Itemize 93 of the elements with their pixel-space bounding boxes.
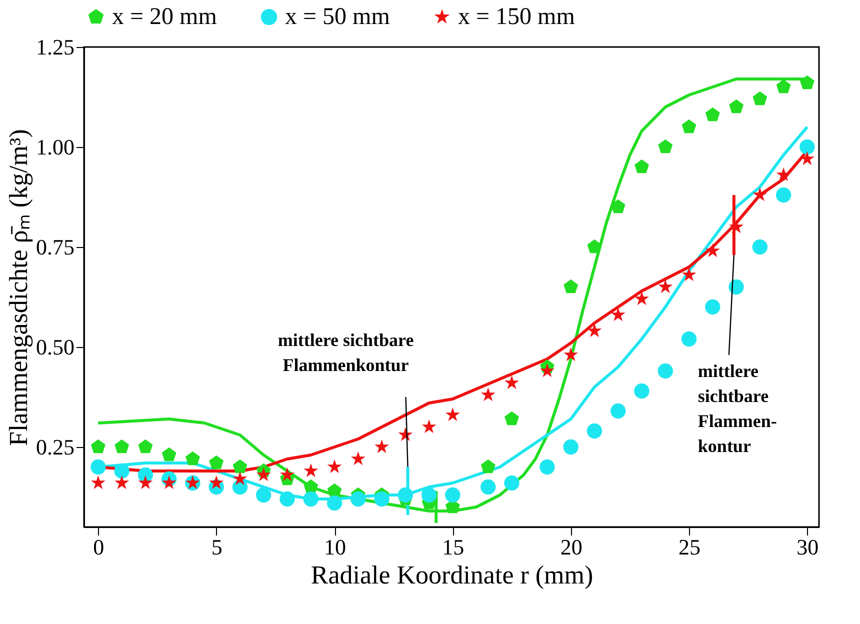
point	[138, 439, 153, 454]
point	[752, 239, 768, 255]
point	[232, 471, 248, 486]
point	[610, 403, 626, 419]
point	[729, 99, 744, 114]
point	[327, 483, 342, 498]
point	[705, 107, 720, 122]
y-tick-label: 0.75	[36, 234, 74, 260]
point	[304, 479, 318, 494]
point	[256, 467, 271, 482]
y-tick-label: 0.50	[36, 334, 74, 360]
x-tick-label: 5	[211, 534, 222, 560]
legend-label: x = 20 mm	[112, 4, 218, 30]
point	[729, 219, 744, 234]
point	[90, 475, 106, 490]
legend-label: x = 150 mm	[458, 4, 576, 30]
x-tick-label: 30	[796, 534, 819, 560]
point	[800, 151, 814, 166]
point	[303, 491, 318, 507]
point	[480, 479, 496, 495]
point	[634, 159, 649, 174]
point	[800, 75, 814, 90]
point	[682, 119, 696, 134]
point	[587, 323, 602, 338]
point	[90, 459, 106, 475]
point	[504, 375, 519, 390]
point	[374, 439, 389, 454]
point	[776, 167, 791, 182]
point	[138, 475, 153, 490]
point	[728, 279, 744, 295]
y-tick-label: 1.25	[36, 34, 74, 60]
y-tick-label: 0.25	[36, 434, 74, 460]
annotation: mittlere sichtbare Flammenkontur	[278, 330, 414, 375]
point	[681, 331, 697, 347]
point	[540, 363, 554, 378]
point	[304, 463, 318, 478]
point	[610, 199, 626, 214]
point	[186, 451, 200, 466]
point	[504, 475, 520, 491]
point	[90, 439, 106, 454]
point	[256, 487, 272, 503]
point	[504, 411, 519, 426]
x-tick-label: 25	[678, 534, 701, 560]
point	[634, 383, 650, 399]
point	[422, 419, 436, 434]
point	[114, 439, 130, 454]
x-tick-label: 0	[93, 534, 104, 560]
point	[209, 475, 224, 490]
point	[114, 475, 130, 490]
point	[634, 291, 649, 306]
y-tick-label: 1.00	[36, 134, 74, 160]
point	[114, 463, 130, 479]
point	[658, 279, 673, 294]
point	[445, 407, 460, 422]
point	[374, 491, 390, 507]
x-tick-label: 20	[560, 534, 582, 560]
x-axis-title: Radiale Koordinate r (mm)	[310, 560, 594, 590]
point	[563, 439, 578, 455]
point	[752, 91, 768, 106]
point	[682, 267, 696, 282]
point	[610, 307, 626, 322]
point	[232, 459, 248, 474]
point	[776, 79, 791, 94]
point	[705, 243, 720, 258]
point	[776, 187, 792, 203]
point	[162, 447, 176, 462]
point	[658, 139, 673, 154]
point	[705, 299, 720, 315]
point	[162, 475, 176, 490]
point	[280, 491, 295, 507]
x-tick-label: 10	[324, 534, 346, 560]
x-tick-label: 15	[442, 534, 464, 560]
point	[752, 187, 768, 202]
annotation: mittlere sichtbare Flammen- kontur	[698, 361, 777, 456]
point	[586, 423, 602, 439]
y-axis-title: Flammengasdichte ρ̄ₘ (kg/m³)	[4, 129, 33, 446]
point	[209, 455, 224, 470]
point	[350, 451, 366, 466]
point	[800, 139, 815, 155]
point	[540, 459, 555, 475]
legend-label: x = 50 mm	[285, 4, 390, 30]
point	[564, 279, 578, 294]
point	[280, 467, 294, 482]
point	[480, 387, 496, 402]
point	[658, 363, 673, 379]
point	[445, 487, 460, 503]
point	[327, 459, 342, 474]
point	[326, 495, 342, 511]
point	[480, 459, 496, 474]
point	[564, 347, 578, 362]
point	[398, 487, 413, 503]
point	[421, 487, 437, 503]
point	[350, 491, 366, 507]
